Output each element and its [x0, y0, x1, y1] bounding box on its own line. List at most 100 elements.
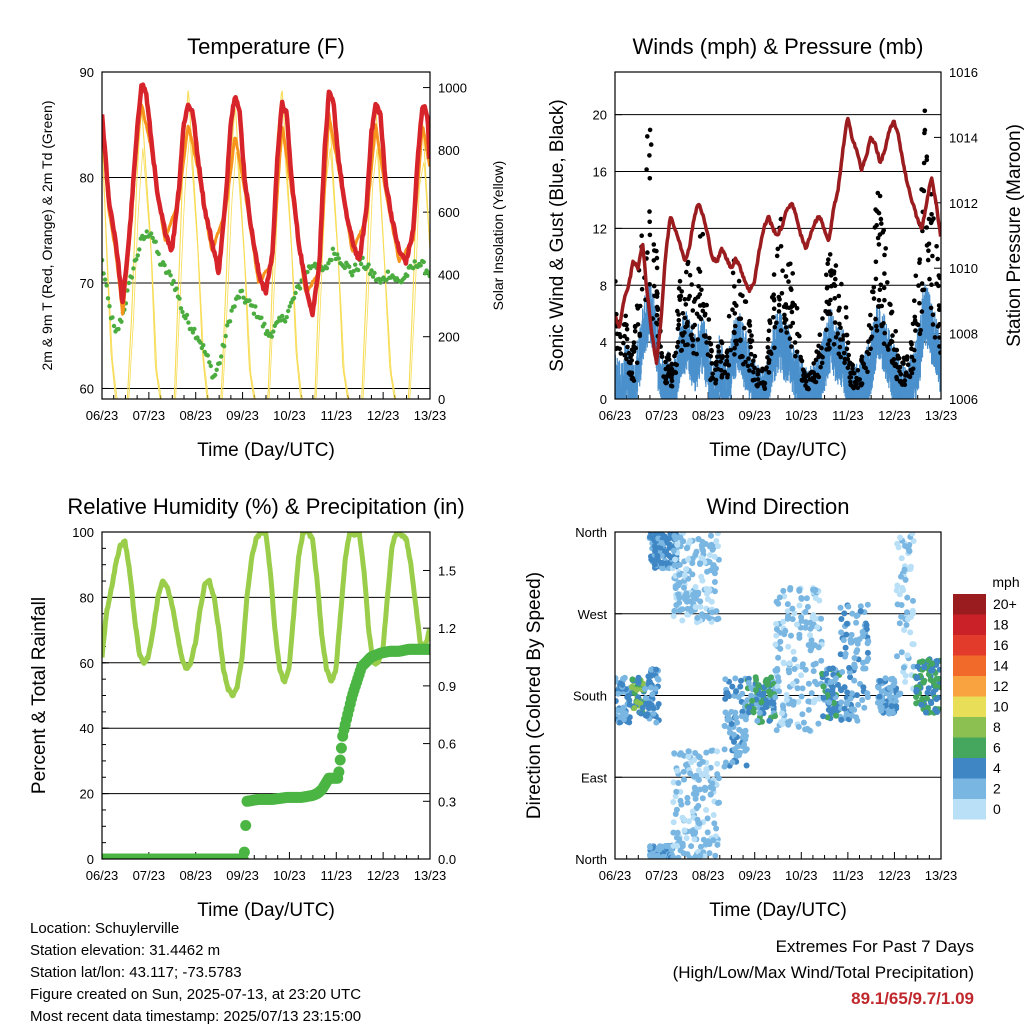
x-tick-label: 08/23: [179, 408, 212, 423]
wind-direction-point: [679, 840, 686, 847]
wind-gust-point: [631, 378, 637, 383]
wind-gust-point: [846, 352, 851, 358]
wind-direction-point: [789, 680, 796, 687]
dewpoint-point: [253, 304, 258, 309]
wind-gust-point: [803, 379, 809, 384]
wind-direction-point: [703, 841, 710, 847]
wind-direction-point: [733, 714, 740, 721]
wind-direction-point: [786, 660, 793, 667]
wind-direction-point: [886, 684, 893, 691]
wind-direction-point: [629, 676, 636, 683]
extremes-values: 89.1/65/9.7/1.09: [851, 989, 974, 1008]
wind-direction-point: [626, 697, 633, 704]
wind-direction-point: [633, 686, 640, 693]
wind-direction-point: [805, 642, 812, 648]
x-tick-label: 07/23: [133, 408, 166, 423]
dewpoint-point: [105, 296, 111, 301]
wind-direction-point: [653, 666, 660, 673]
left-axis-label: Direction (Colored By Speed): [524, 572, 545, 819]
dewpoint-point: [207, 360, 212, 365]
wind-direction-point: [729, 683, 736, 690]
dewpoint-point: [205, 353, 210, 358]
wind-gust-point: [876, 297, 882, 303]
right-tick-label: 600: [438, 205, 460, 220]
wind-gust-point: [655, 306, 660, 311]
wind-gust-point: [837, 321, 842, 327]
wind-gust-point: [832, 283, 838, 289]
wind-direction-point: [789, 616, 796, 623]
dewpoint-point: [116, 326, 121, 332]
wind-gust-point: [666, 352, 671, 357]
wind-direction-point: [715, 556, 722, 563]
wind-direction-point: [790, 648, 797, 655]
wind-direction-point: [802, 666, 809, 673]
wind-direction-point: [785, 643, 792, 650]
wind-gust-point: [703, 334, 708, 339]
dewpoint-point: [150, 235, 155, 241]
wind-gust-point: [783, 274, 789, 279]
wind-gust-point: [669, 372, 675, 378]
wind-direction-point: [779, 710, 785, 717]
left-tick-label: 60: [80, 656, 94, 671]
wind-gust-point: [866, 339, 871, 344]
x-tick-label: 08/23: [692, 868, 725, 883]
x-tick-label: 07/23: [133, 868, 166, 883]
x-tick-label: 12/23: [878, 868, 911, 883]
wind-direction-point: [701, 784, 708, 791]
wind-direction-point: [777, 638, 784, 645]
wind-direction-point: [670, 779, 677, 786]
wind-direction-point: [696, 820, 703, 827]
x-tick-label: 11/23: [832, 408, 864, 423]
dewpoint-point: [329, 257, 334, 263]
wind-direction-point: [654, 675, 661, 682]
wind-direction-point: [780, 587, 787, 594]
colorbar-label: 8: [993, 719, 1001, 735]
wind-direction-point: [704, 829, 711, 836]
wind-direction-point: [694, 614, 701, 621]
dewpoint-point: [239, 288, 245, 293]
wind-direction-point: [886, 710, 892, 717]
right-tick-label: 0.3: [438, 794, 456, 809]
wind-gust-point: [839, 281, 844, 287]
wind-gust-point: [832, 320, 838, 325]
wind-direction-point: [621, 674, 628, 681]
wind-gust-point: [784, 330, 789, 335]
wind-gust-point: [654, 312, 660, 318]
colorbar-title: mph: [992, 574, 1019, 590]
wind-direction-point: [735, 694, 742, 700]
wind-direction-point: [724, 690, 731, 697]
wind-direction-point: [907, 629, 914, 636]
wind-gust-point: [760, 366, 765, 372]
wind-direction-point: [840, 637, 847, 644]
wind-direction-point: [714, 748, 721, 755]
x-tick-label: 13/23: [414, 408, 447, 423]
wind-direction-point: [932, 682, 939, 689]
wind-gust-point: [813, 357, 819, 363]
wind-direction-point: [833, 712, 839, 719]
wind-direction-point: [689, 808, 696, 815]
wind-gust-point: [902, 382, 908, 388]
dewpoint-point: [232, 304, 237, 309]
colorbar-swatch: [953, 758, 986, 779]
dewpoint-point: [367, 271, 373, 277]
wind-gust-point: [696, 284, 701, 289]
wind-gust-point: [888, 302, 893, 308]
wind-direction-point: [808, 690, 815, 697]
wind-direction-point: [676, 571, 683, 578]
wind-direction-point: [768, 674, 775, 681]
wind-gust-point: [702, 313, 708, 318]
wind-direction-point: [898, 573, 904, 580]
wind-direction-point: [762, 702, 769, 709]
wind-gust-point: [924, 154, 930, 159]
wind-gust-point: [880, 230, 886, 235]
dewpoint-point: [297, 286, 303, 291]
wind-gust-point: [738, 338, 743, 344]
wind-direction-point: [743, 762, 750, 769]
wind-gust-point: [734, 303, 739, 308]
wind-direction-point: [715, 800, 721, 806]
wind-direction-point: [910, 641, 917, 648]
dewpoint-point: [171, 278, 176, 284]
colorbar-swatch: [953, 594, 986, 615]
wind-direction-point: [745, 675, 752, 682]
